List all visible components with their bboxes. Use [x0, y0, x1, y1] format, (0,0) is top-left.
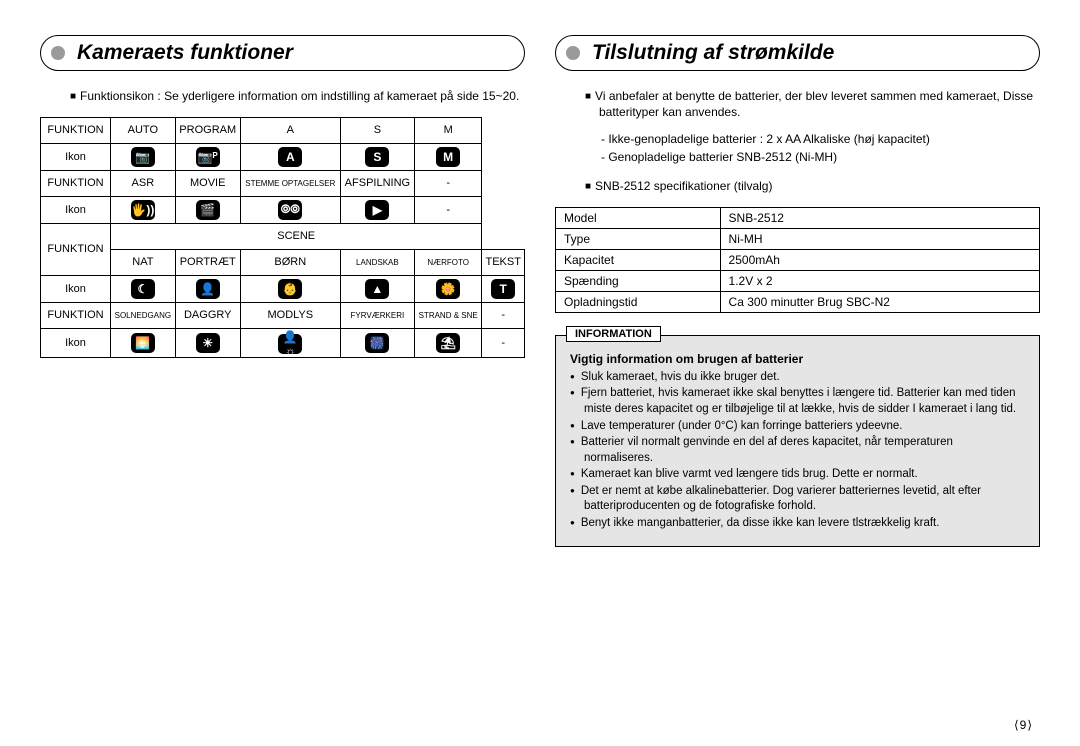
cell: STRAND & SNE	[414, 302, 481, 328]
icon-sunset: 🌅	[111, 328, 176, 357]
icon-asr: 🖐))	[111, 196, 176, 223]
cell-funktion: FUNKTION	[41, 170, 111, 196]
cell: A	[240, 117, 340, 143]
icon-closeup: 🌼	[414, 275, 481, 302]
right-sub2: - Genopladelige batterier SNB-2512 (Ni-M…	[555, 150, 1040, 166]
icon-a: A	[240, 143, 340, 170]
icon-dawn: ☀	[175, 328, 240, 357]
cell: ASR	[111, 170, 176, 196]
cell: BØRN	[240, 249, 340, 275]
cell: LANDSKAB	[340, 249, 414, 275]
cell: M	[414, 117, 481, 143]
left-intro: ■Funktionsikon : Se yderligere informati…	[70, 89, 525, 105]
cell: -	[414, 170, 481, 196]
cell: S	[340, 117, 414, 143]
spec-key: Model	[556, 207, 721, 228]
info-item: Sluk kameraet, hvis du ikke bruger det.	[570, 370, 1025, 386]
icon-s: S	[340, 143, 414, 170]
cell-ikon: Ikon	[41, 275, 111, 302]
cell-funktion: FUNKTION	[41, 223, 111, 275]
page: Kameraets funktioner ■Funktionsikon : Se…	[40, 35, 1040, 547]
functions-table: FUNKTION AUTO PROGRAM A S M Ikon 📷 📷ᴾ A …	[40, 117, 525, 358]
icon-beach: ⛱	[414, 328, 481, 357]
info-item: Benyt ikke manganbatterier, da disse ikk…	[570, 516, 1025, 532]
info-title: Vigtig information om brugen af batterie…	[570, 352, 1025, 366]
info-item: Kameraet kan blive varmt ved længere tid…	[570, 467, 1025, 483]
info-box: INFORMATION Vigtig information om brugen…	[555, 335, 1040, 547]
spec-val: 2500mAh	[720, 249, 1039, 270]
spec-table: ModelSNB-2512 TypeNi-MH Kapacitet2500mAh…	[555, 207, 1040, 313]
right-column: Tilslutning af strømkilde ■Vi anbefaler …	[555, 35, 1040, 547]
cell-funktion: FUNKTION	[41, 302, 111, 328]
cell: MODLYS	[240, 302, 340, 328]
spec-key: Kapacitet	[556, 249, 721, 270]
cell: FYRVÆRKERI	[340, 302, 414, 328]
icon-m: M	[414, 143, 481, 170]
right-header: Tilslutning af strømkilde	[555, 35, 1040, 71]
spec-key: Type	[556, 228, 721, 249]
spec-val: 1.2V x 2	[720, 270, 1039, 291]
spec-val: SNB-2512	[720, 207, 1039, 228]
icon-text: T	[482, 275, 525, 302]
icon-portrait: 👤	[175, 275, 240, 302]
cell: TEKST	[482, 249, 525, 275]
icon-program: 📷ᴾ	[175, 143, 240, 170]
info-tab: INFORMATION	[566, 326, 661, 342]
right-intro: ■Vi anbefaler at benytte de batterier, d…	[585, 89, 1040, 120]
spec-key: Spænding	[556, 270, 721, 291]
cell-ikon: Ikon	[41, 328, 111, 357]
page-number: 9	[1014, 718, 1032, 732]
cell: SOLNEDGANG	[111, 302, 176, 328]
cell-ikon: Ikon	[41, 143, 111, 170]
info-list: Sluk kameraet, hvis du ikke bruger det. …	[570, 370, 1025, 531]
right-sub1: - Ikke-genopladelige batterier : 2 x AA …	[555, 132, 1040, 148]
cell: PROGRAM	[175, 117, 240, 143]
cell: DAGGRY	[175, 302, 240, 328]
cell-funktion: FUNKTION	[41, 117, 111, 143]
cell: PORTRÆT	[175, 249, 240, 275]
icon-play: ▶	[340, 196, 414, 223]
right-intro-text: Vi anbefaler at benytte de batterier, de…	[595, 89, 1033, 119]
info-item: Fjern batteriet, hvis kameraet ikke skal…	[570, 386, 1025, 417]
cell: MOVIE	[175, 170, 240, 196]
icon-fireworks: 🎆	[340, 328, 414, 357]
cell-scene: SCENE	[111, 223, 482, 249]
cell-ikon: Ikon	[41, 196, 111, 223]
icon-movie: 🎬	[175, 196, 240, 223]
cell-empty: -	[414, 196, 481, 223]
info-item: Det er nemt at købe alkalinebatterier. D…	[570, 484, 1025, 515]
spec-key: Opladningstid	[556, 291, 721, 312]
cell: NAT	[111, 249, 176, 275]
icon-auto: 📷	[111, 143, 176, 170]
left-intro-text: Funktionsikon : Se yderligere informatio…	[80, 89, 519, 103]
spec-val: Ni-MH	[720, 228, 1039, 249]
cell: AFSPILNING	[340, 170, 414, 196]
spec-intro-text: SNB-2512 specifikationer (tilvalg)	[595, 179, 772, 193]
cell: STEMME OPTAGELSER	[240, 170, 340, 196]
spec-intro: ■SNB-2512 specifikationer (tilvalg)	[585, 179, 1040, 195]
icon-voice: ⦾⦾	[240, 196, 340, 223]
cell: NÆRFOTO	[414, 249, 481, 275]
left-column: Kameraets funktioner ■Funktionsikon : Se…	[40, 35, 525, 547]
icon-night: ☾	[111, 275, 176, 302]
spec-val: Ca 300 minutter Brug SBC-N2	[720, 291, 1039, 312]
cell-empty: -	[482, 328, 525, 357]
icon-children: 👶	[240, 275, 340, 302]
left-header: Kameraets funktioner	[40, 35, 525, 71]
cell: -	[482, 302, 525, 328]
icon-backlight: 👤☼	[240, 328, 340, 357]
info-item: Lave temperaturer (under 0°C) kan forrin…	[570, 419, 1025, 435]
cell: AUTO	[111, 117, 176, 143]
icon-landscape: ▲	[340, 275, 414, 302]
info-item: Batterier vil normalt genvinde en del af…	[570, 435, 1025, 466]
